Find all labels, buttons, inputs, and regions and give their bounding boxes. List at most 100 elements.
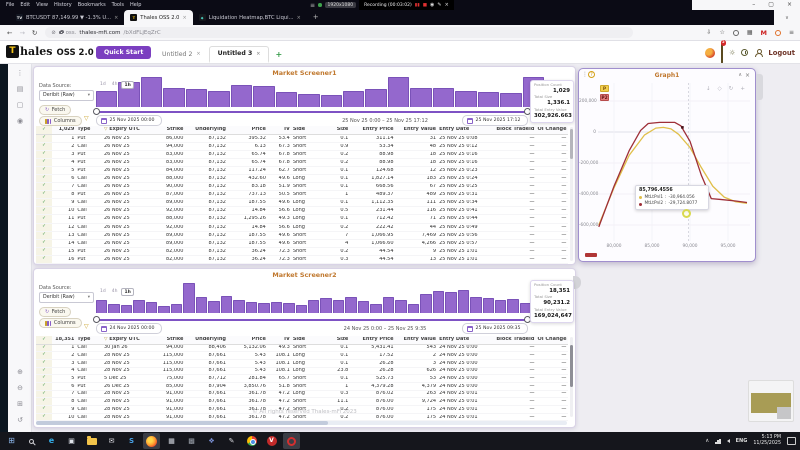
select-all-checkbox[interactable]: ✓ — [36, 126, 52, 134]
lasso-icon[interactable]: ◇ — [717, 86, 722, 92]
row-checkbox[interactable]: ✓ — [36, 215, 52, 223]
account-icon[interactable] — [732, 29, 739, 36]
date-to-field[interactable]: 25 Nov 2025 09:35 — [462, 323, 528, 334]
taskbar-file-explorer-icon[interactable] — [83, 433, 100, 449]
data-source-select[interactable]: Deribit (Raw) ▾ — [39, 90, 94, 101]
zoom-in-icon[interactable]: ⊕ — [17, 368, 23, 376]
bookmark-star-icon[interactable]: ☆ — [719, 29, 725, 36]
table-row[interactable]: ✓ 2 Call 26 Nov 25 94,000 87,132 6.13 67.3 Short… — [36, 142, 568, 151]
close-window-icon[interactable]: × — [786, 1, 792, 8]
row-checkbox[interactable]: ✓ — [36, 150, 52, 158]
column-header[interactable]: Entry Price — [362, 127, 394, 133]
quick-start-button[interactable]: Quick Start — [96, 46, 152, 59]
browser-tab[interactable]: T Thales OSS 2.0 × — [124, 10, 193, 25]
tray-chevron-icon[interactable]: ∧ — [705, 438, 710, 444]
table-row[interactable]: ✓ 3 Put 26 Nov 25 83,000 87,132 65.74 67.8 Short… — [36, 150, 568, 159]
pnl-chart[interactable] — [579, 69, 757, 263]
row-checkbox[interactable]: ✓ — [36, 207, 52, 215]
row-checkbox[interactable]: ✓ — [36, 199, 52, 207]
table-row[interactable]: ✓ 9 Call 26 Nov 25 89,000 87,132 187.55 49.6 Lon… — [36, 199, 568, 208]
stop-icon[interactable]: ■ — [422, 2, 427, 8]
row-checkbox[interactable]: ✓ — [36, 255, 52, 263]
row-checkbox[interactable]: ✓ — [36, 413, 52, 421]
language-indicator[interactable]: ENG — [735, 438, 748, 444]
row-checkbox[interactable]: ✓ — [36, 158, 52, 166]
column-header[interactable]: Entry Value — [403, 337, 437, 343]
fetch-button[interactable]: ↻ Fetch — [39, 307, 72, 317]
horizontal-scrollbar[interactable] — [36, 420, 567, 425]
vertical-scrollbar[interactable] — [569, 127, 573, 261]
menu-view[interactable]: View — [36, 2, 48, 8]
row-checkbox[interactable]: ✓ — [36, 142, 52, 150]
table-row[interactable]: ✓ 12 Call 26 Nov 25 92,000 87,132 14.84 56.6 Lon… — [36, 223, 568, 232]
time-range-slider[interactable] — [93, 316, 531, 324]
table-row[interactable]: ✓ 7 Call 28 Nov 25 91,000 87,661 361.78 47.2 Lon… — [36, 390, 568, 399]
filter-funnel-icon[interactable]: ▽ — [84, 115, 89, 122]
taskbar-paint-icon[interactable]: ▩ — [188, 436, 195, 445]
column-header[interactable]: Side — [292, 337, 306, 343]
slider-handle-left[interactable] — [93, 316, 100, 324]
column-header[interactable]: Entry Date — [439, 337, 470, 343]
fit-view-icon[interactable]: ⊞ — [17, 400, 23, 408]
taskbar-firefox-icon[interactable] — [143, 433, 160, 449]
table-row[interactable]: ✓ 11 Put 26 Nov 25 88,000 87,132 1,295.26 49.3 L… — [36, 215, 568, 224]
menu-help[interactable]: Help — [130, 2, 142, 8]
close-tab-icon[interactable]: × — [182, 14, 187, 21]
volume-histogram[interactable] — [96, 75, 545, 107]
row-checkbox[interactable]: ✓ — [36, 239, 52, 247]
row-checkbox[interactable]: ✓ — [36, 367, 52, 375]
timeframe-button-1h[interactable]: 1h — [121, 81, 134, 89]
close-tab-icon[interactable]: × — [196, 51, 201, 57]
volume-histogram[interactable] — [96, 283, 544, 313]
add-workspace-tab-button[interactable]: + — [275, 49, 283, 59]
close-icon[interactable]: × — [744, 71, 750, 79]
menu-file[interactable]: File — [6, 2, 15, 8]
network-icon[interactable] — [715, 438, 721, 444]
column-header[interactable]: Price — [251, 127, 266, 133]
timeframe-button-1h[interactable]: 1h — [121, 288, 134, 296]
column-header[interactable]: Entry Price — [362, 337, 394, 343]
theme-sun-icon[interactable]: ☼ — [729, 48, 736, 57]
layers-icon[interactable]: ▤ — [16, 85, 24, 93]
table-row[interactable]: ✓ 6 Call 26 Nov 25 88,000 87,132 432.60 49.6 Lon… — [36, 174, 568, 184]
taskbar-chrome-icon[interactable] — [243, 433, 260, 449]
minimize-window-icon[interactable]: – — [752, 1, 756, 8]
column-header[interactable]: IV — [284, 337, 290, 343]
table-row[interactable]: ✓ 8 Put 26 Nov 25 87,000 87,132 737.13 50.5 Shor… — [36, 191, 568, 200]
close-tab-icon[interactable]: × — [296, 14, 301, 21]
table-row[interactable]: ✓ 7 Call 26 Nov 25 90,000 87,132 83.18 51.9 Shor… — [36, 183, 568, 192]
frame-icon[interactable]: ▢ — [16, 101, 24, 109]
table-row[interactable]: ✓ 10 Call 26 Nov 25 92,000 87,132 14.84 56.6 Lon… — [36, 207, 568, 216]
table-row[interactable]: ✓ 4 Put 26 Nov 25 83,000 87,132 65.74 67.8 Short… — [36, 158, 568, 167]
notifications-button[interactable]: 2 — [720, 40, 727, 63]
row-checkbox[interactable]: ✓ — [36, 382, 52, 390]
date-from-field[interactable]: 25 Nov 2025 00:00 — [96, 115, 162, 126]
select-all-checkbox[interactable]: ✓ — [36, 336, 52, 344]
taskbar-clock[interactable]: 5:13 PM 11/25/2025 — [753, 435, 781, 446]
row-checkbox[interactable]: ✓ — [36, 406, 52, 413]
app-menu-icon[interactable]: ≡ — [788, 29, 794, 36]
column-header[interactable]: Price — [251, 337, 266, 343]
column-header[interactable]: ▽ Expiry UTC — [103, 337, 140, 342]
table-row[interactable]: ✓ 4 Call 28 Nov 25 115,000 87,661 5.43 108.1 Lon… — [36, 367, 568, 376]
vertical-scrollbar[interactable] — [569, 337, 573, 417]
columns-button[interactable]: Columns — [39, 318, 82, 328]
column-header[interactable]: Underlying — [195, 127, 226, 133]
url-input[interactable]: ⊘ oss. thales-mfi.com/bXdFLjEqZrC — [45, 27, 634, 38]
table-row[interactable]: ✓ 8 Call 28 Nov 25 91,000 87,661 361.78 47.2 Sho… — [36, 398, 568, 406]
slider-handle-left[interactable] — [93, 108, 100, 116]
taskbar-edge-icon[interactable]: e — [48, 436, 55, 445]
row-checkbox[interactable]: ✓ — [36, 398, 52, 405]
columns-button[interactable]: Columns — [39, 116, 82, 126]
table-row[interactable]: ✓ 6 Put 26 Dec 25 85,000 87,904 3,850.76 51.8 Sh… — [36, 382, 568, 391]
row-checkbox[interactable]: ✓ — [36, 174, 52, 183]
legend-series-p[interactable]: P — [600, 85, 609, 92]
more-menu-icon[interactable]: ⋮ — [16, 69, 24, 77]
reset-view-icon[interactable]: ↺ — [17, 416, 23, 424]
data-source-select[interactable]: Deribit (Raw) ▾ — [39, 292, 94, 303]
shield-icon[interactable]: ⊘ — [51, 29, 56, 36]
forward-icon[interactable]: → — [19, 28, 25, 37]
taskbar-v-app-icon[interactable]: V — [263, 433, 280, 449]
browser-tab[interactable]: ◆ Liquidation Heatmap,BTC Liqui... × — [193, 10, 307, 25]
filter-funnel-icon[interactable]: ▽ — [84, 323, 89, 330]
